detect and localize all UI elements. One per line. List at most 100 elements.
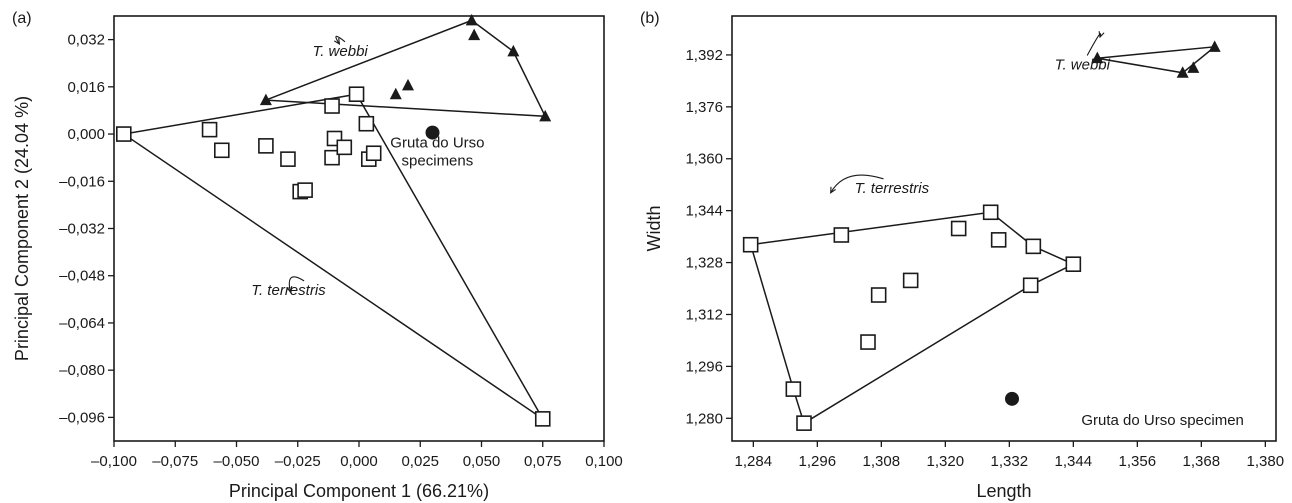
y-tick-label: 1,296: [685, 358, 723, 375]
x-axis-title: Principal Component 1 (66.21%): [229, 481, 489, 501]
t-terrestris-point: [201, 121, 218, 138]
y-axis-title: Principal Component 2 (24.04 %): [12, 96, 32, 361]
annotation-gruta-do-urso-specimen: Gruta do Urso specimen: [1081, 412, 1244, 429]
y-tick-label: 0,032: [67, 32, 105, 49]
annotation-pointer: [335, 35, 346, 45]
t-webbi-point: [402, 78, 414, 91]
x-tick-label: 0,050: [463, 453, 501, 470]
t-webbi-point: [539, 109, 552, 122]
x-tick-label: –0,025: [275, 453, 321, 470]
t-terrestris-point: [214, 142, 230, 159]
t-terrestris-point: [280, 151, 296, 167]
y-tick-label: 1,392: [685, 47, 723, 64]
annotation-arrowhead: [830, 186, 836, 194]
t-terrestris-point: [870, 287, 887, 303]
t-terrestris-point: [796, 415, 812, 431]
t-webbi-point: [1091, 51, 1104, 64]
y-axis-title: Width: [644, 205, 664, 251]
x-tick-label: –0,100: [91, 453, 137, 470]
t-terrestris-point: [833, 227, 850, 243]
t-terrestris-point: [742, 236, 759, 253]
t-terrestris-point: [1065, 256, 1082, 272]
x-tick-label: 0,075: [524, 453, 562, 470]
t-terrestris-point: [990, 232, 1007, 248]
t-terrestris-point: [785, 381, 802, 397]
y-tick-label: 1,280: [685, 410, 723, 427]
x-tick-label: 1,296: [799, 453, 837, 470]
t-webbi-point: [507, 44, 520, 57]
t-webbi-point: [389, 87, 402, 100]
panel-label: (a): [12, 10, 32, 27]
annotation-arrowhead: [286, 285, 293, 294]
annotation-pointer: [1086, 33, 1102, 56]
y-tick-label: 1,328: [685, 255, 723, 272]
x-tick-label: 0,100: [585, 453, 623, 470]
plot-frame: [113, 15, 605, 442]
y-tick-label: –0,080: [59, 362, 105, 379]
t-terrestris-point: [297, 182, 313, 198]
x-tick-label: 0,000: [340, 453, 378, 470]
t-terrestris-point: [1025, 238, 1042, 255]
annotation-pointer: [288, 276, 305, 293]
t-terrestris-point: [950, 220, 967, 237]
t-terrestris-point: [1022, 277, 1039, 294]
gruta-do-urso-specimens-point: [425, 125, 440, 140]
t-terrestris-point: [336, 139, 353, 156]
t-terrestris-point: [860, 334, 876, 350]
annotation-gruta-do-urso-specimens: Gruta do Urso specimens: [390, 134, 484, 169]
annotation-t-webbi: T. webbi: [312, 43, 368, 60]
y-tick-label: –0,032: [59, 221, 105, 238]
annotation-arrowhead: [334, 38, 341, 46]
annotation-arrowhead: [1098, 31, 1105, 39]
t-terrestris-point: [358, 115, 375, 132]
x-tick-label: 1,380: [1247, 453, 1285, 470]
y-tick-label: –0,064: [59, 315, 105, 332]
x-tick-label: 1,356: [1119, 453, 1157, 470]
panel-a: (a) –0,100 –0,075 –0,050 –0,025 0,000 0,025 0,0…: [12, 10, 623, 501]
panel-label: (b): [640, 10, 660, 27]
t-terrestris-point: [258, 138, 274, 154]
t-webbi-point: [1187, 61, 1200, 73]
x-tick-label: 1,368: [1183, 453, 1221, 470]
plot-frame: [731, 15, 1277, 442]
x-tick-label: 1,308: [863, 453, 901, 470]
y-tick-label: –0,016: [59, 173, 105, 190]
x-tick-label: 1,284: [735, 453, 773, 470]
t-terrestris-point: [324, 149, 340, 166]
panel-b: (b) 1,284 1,296 1,308 1,320 1,332 1,344 1,356 1,…: [640, 10, 1284, 501]
annotation-pointer: [830, 174, 884, 194]
y-tick-label: 1,312: [685, 306, 723, 323]
t-terrestris-point: [902, 272, 919, 289]
t-terrestris-point: [982, 204, 999, 221]
y-tick-label: 0,000: [67, 126, 105, 143]
annotation-t-terrestris: T. terrestris: [855, 180, 930, 197]
annotation-t-webbi: T. webbi: [1055, 57, 1111, 74]
y-tick-label: 1,360: [685, 151, 723, 168]
x-tick-label: 1,320: [927, 453, 965, 470]
y-tick-label: –0,048: [59, 268, 105, 285]
x-axis-title: Length: [976, 481, 1031, 501]
t-webbi-point: [1208, 40, 1221, 52]
y-tick-label: –0,096: [59, 409, 105, 426]
x-tick-label: 1,344: [1055, 453, 1093, 470]
t-webbi-point: [259, 93, 272, 106]
x-tick-label: –0,075: [152, 453, 198, 470]
t-terrestris-point: [324, 98, 340, 114]
gruta-do-urso-specimen-point: [1005, 391, 1019, 406]
t-webbi-point: [468, 28, 481, 41]
y-tick-label: 1,376: [685, 99, 723, 116]
t-terrestris-point: [365, 145, 382, 162]
y-tick-label: 1,344: [685, 203, 723, 220]
x-tick-label: 1,332: [991, 453, 1029, 470]
x-tick-label: 0,025: [401, 453, 439, 470]
hull-t-webbi: [1097, 45, 1218, 74]
x-tick-label: –0,050: [214, 453, 260, 470]
y-tick-label: 0,016: [67, 79, 105, 96]
t-terrestris-point: [348, 86, 365, 103]
t-terrestris-point: [534, 411, 551, 427]
t-webbi-point: [1176, 66, 1189, 78]
t-terrestris-point: [116, 126, 132, 142]
t-webbi-point: [465, 13, 478, 26]
hull-t-terrestris: [121, 93, 544, 420]
